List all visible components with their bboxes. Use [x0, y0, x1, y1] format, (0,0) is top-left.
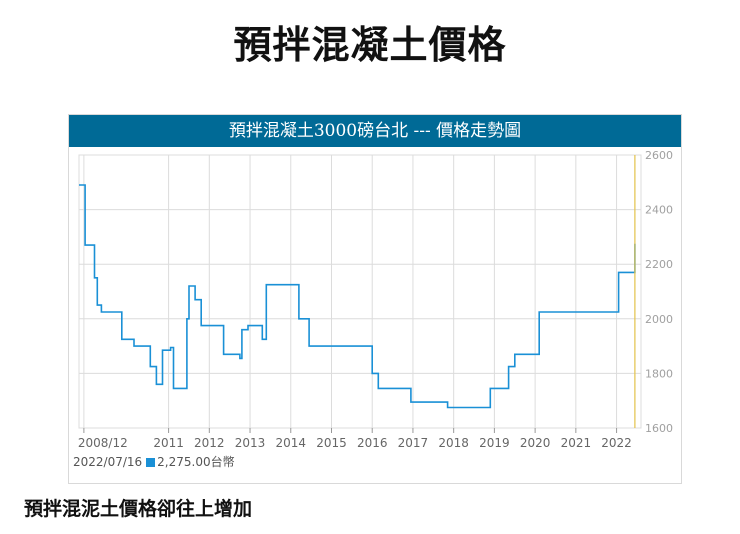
- page-title: 預拌混凝土價格: [233, 23, 507, 67]
- x-tick-label: 2013: [235, 436, 266, 450]
- legend-date: 2022/07/16: [73, 455, 143, 469]
- x-tick-label: 2011: [153, 436, 184, 450]
- x-tick-label: 2012: [194, 436, 225, 450]
- x-tick-label: 2018: [438, 436, 469, 450]
- y-tick-label: 1800: [645, 367, 673, 380]
- x-tick-label: 2021: [561, 436, 592, 450]
- x-tick-label: 2020: [520, 436, 551, 450]
- y-tick-label: 2200: [645, 258, 673, 271]
- footer-note: 預拌混泥土價格卻往上增加: [24, 498, 253, 520]
- chart-title: 預拌混凝土3000磅台北 --- 價格走勢圖: [69, 115, 681, 147]
- y-tick-label: 2000: [645, 313, 673, 326]
- x-tick-label: 2017: [398, 436, 429, 450]
- y-tick-label: 2400: [645, 204, 673, 217]
- price-chart[interactable]: 1600 1800 2000 2200 2400 2600 2008/12 2011 2012 2…: [69, 115, 681, 483]
- x-tick-label: 2022: [601, 436, 632, 450]
- x-tick-label: 2019: [479, 436, 510, 450]
- y-tick-label: 2600: [645, 149, 673, 162]
- legend: 2022/07/16 2,275.00台幣: [73, 453, 235, 470]
- x-tick-label: 2008/12: [78, 436, 128, 450]
- plot-area: [78, 154, 642, 429]
- legend-swatch: [146, 458, 156, 467]
- x-tick-label: 2016: [357, 436, 388, 450]
- x-tick-label: 2014: [275, 436, 306, 450]
- legend-value: 2,275.00台幣: [157, 455, 235, 469]
- price-line: [79, 184, 636, 409]
- chart-card: 預拌混凝土3000磅台北 --- 價格走勢圖 1600 1800 2000 2200 2…: [68, 114, 682, 484]
- y-tick-label: 1600: [645, 422, 673, 435]
- x-tick-label: 2015: [316, 436, 347, 450]
